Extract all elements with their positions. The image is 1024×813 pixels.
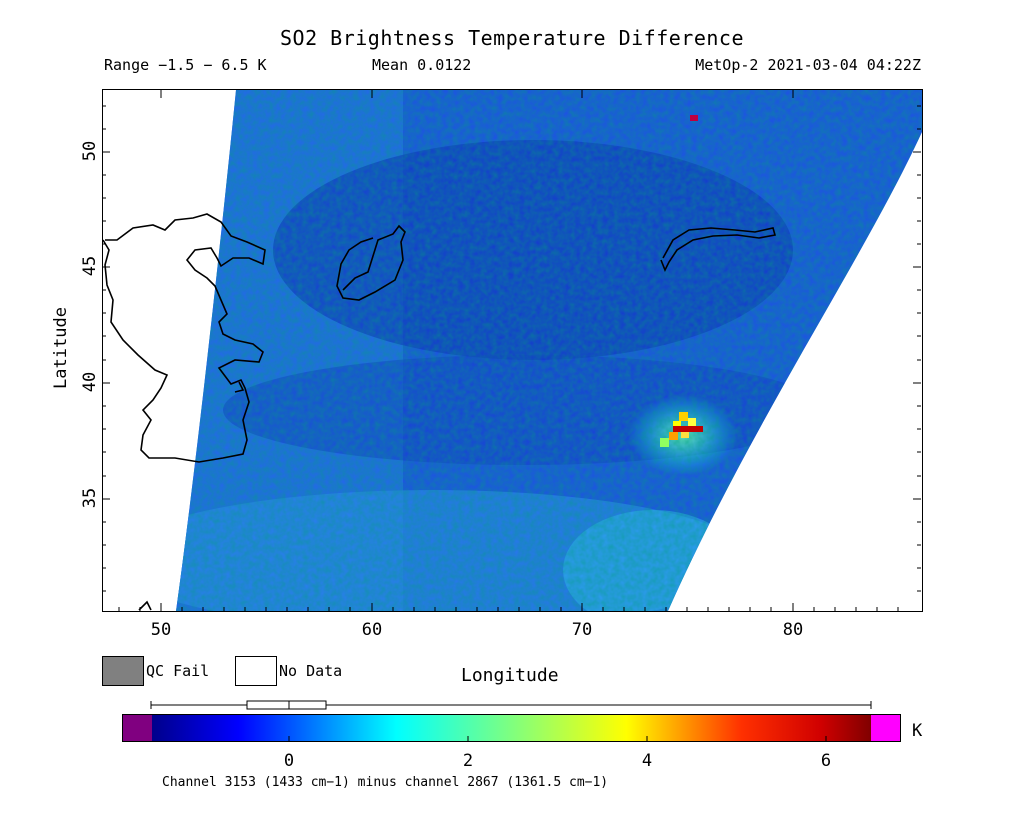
colorbar-tick-label: 0 [283, 751, 295, 771]
x-axis-label: Longitude [461, 665, 559, 686]
x-tick-label: 70 [571, 620, 593, 640]
colorbar-tick-label: 2 [462, 751, 474, 771]
no-data-label: No Data [279, 662, 343, 680]
no-data-swatch [235, 656, 277, 686]
colorbar-tick-label: 6 [820, 751, 832, 771]
chart-title: SO2 Brightness Temperature Difference [279, 26, 745, 50]
colorbar [122, 714, 901, 742]
so2-peak [673, 426, 703, 432]
channel-footnote: Channel 3153 (1433 cm−1) minus channel 2… [162, 775, 609, 790]
colorbar-underflow [122, 714, 152, 742]
distribution-boxplot [150, 700, 872, 710]
map-panel [102, 89, 923, 612]
qc-fail-label: QC Fail [146, 662, 210, 680]
qc-fail-swatch [102, 656, 144, 686]
mean-label: Mean 0.0122 [372, 56, 472, 74]
x-tick-label: 60 [361, 620, 383, 640]
satellite-time-label: MetOp-2 2021-03-04 04:22Z [695, 56, 921, 74]
x-tick-label: 80 [782, 620, 804, 640]
map-plot [103, 90, 922, 611]
colorbar-tick-label: 4 [641, 751, 653, 771]
coastlines [103, 213, 777, 611]
colorbar-overflow [871, 714, 901, 742]
x-tick-label: 50 [150, 620, 172, 640]
range-label: Range −1.5 − 6.5 K [104, 56, 267, 74]
colorbar-unit: K [912, 721, 923, 741]
